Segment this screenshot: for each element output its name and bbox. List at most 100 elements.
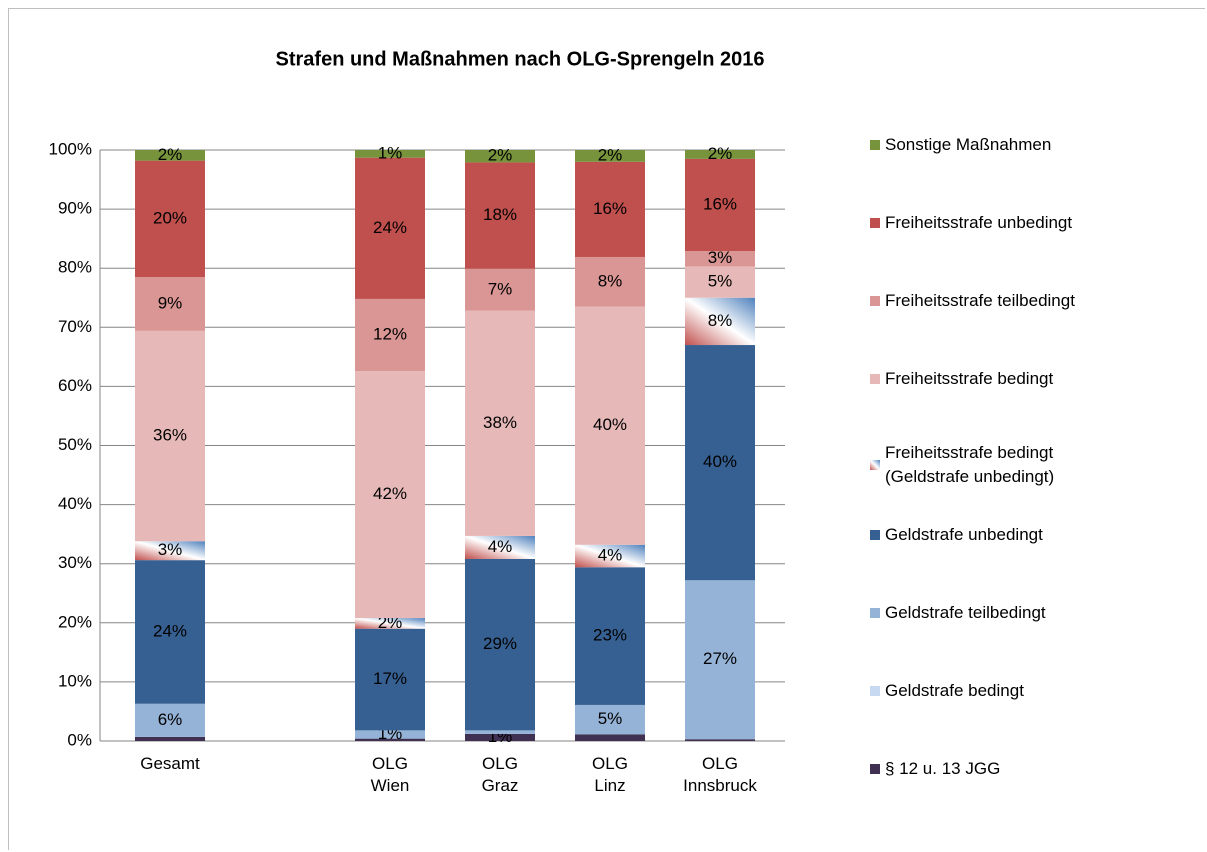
- legend-item: Freiheitsstrafe unbedingt: [870, 211, 1072, 235]
- chart-title: Strafen und Maßnahmen nach OLG-Sprengeln…: [276, 48, 765, 70]
- legend-marker: [870, 218, 880, 228]
- data-label: 4%: [598, 546, 623, 565]
- data-label: 5%: [598, 709, 623, 728]
- bar-segment: [135, 541, 205, 561]
- bar-segment: [355, 730, 425, 739]
- data-label: 40%: [703, 452, 737, 471]
- data-label: 18%: [483, 205, 517, 224]
- bar-segment: [465, 268, 535, 311]
- legend-label: Freiheitsstrafe unbedingt: [885, 213, 1073, 232]
- bar-segment: [135, 277, 205, 331]
- bar-segment: [355, 371, 425, 619]
- data-label: 9%: [158, 293, 183, 312]
- legend-marker: [870, 530, 880, 540]
- bar-segment: [135, 703, 205, 737]
- data-label: 4%: [488, 537, 513, 556]
- data-label: 12%: [373, 324, 407, 343]
- legend-item: § 12 u. 13 JGG: [870, 757, 1000, 781]
- data-label: 3%: [708, 248, 733, 267]
- data-label: 29%: [483, 634, 517, 653]
- legend-item: Sonstige Maßnahmen: [870, 133, 1051, 157]
- data-label: 42%: [373, 484, 407, 503]
- data-label: 36%: [153, 426, 187, 445]
- data-label: 24%: [373, 218, 407, 237]
- y-tick-label: 70%: [58, 317, 92, 336]
- legend-marker: [870, 140, 880, 150]
- data-label: 8%: [708, 311, 733, 330]
- legend-item: Freiheitsstrafe bedingt: [870, 367, 1053, 391]
- bar-segment: [465, 733, 535, 741]
- legend-item: Geldstrafe teilbedingt: [870, 601, 1046, 625]
- bar-segment: [575, 256, 645, 307]
- bar-segment: [135, 330, 205, 542]
- chart-frame: [8, 8, 1205, 850]
- data-label: 5%: [708, 272, 733, 291]
- data-label: 20%: [153, 208, 187, 227]
- bar-segment: [685, 150, 755, 159]
- bar-segment: [465, 162, 535, 269]
- legend-label: Sonstige Maßnahmen: [885, 135, 1052, 154]
- data-label: 2%: [598, 145, 623, 164]
- data-label: 1%: [378, 143, 403, 162]
- x-tick-label: Gesamt: [140, 754, 200, 773]
- bar-segment: [685, 345, 755, 581]
- bar-segment: [465, 558, 535, 731]
- x-tick-label: OLG Wien: [370, 754, 410, 795]
- data-label: 27%: [703, 649, 737, 668]
- bar-segment: [465, 150, 535, 163]
- y-tick-label: 0%: [67, 730, 92, 749]
- bar-segment: [135, 160, 205, 278]
- bar-segment: [135, 736, 205, 741]
- legend-marker: [870, 686, 880, 696]
- y-tick-label: 30%: [58, 553, 92, 572]
- legend-label: Freiheitsstrafe bedingt: [885, 369, 1054, 388]
- y-tick-label: 20%: [58, 612, 92, 631]
- bar-segment: [575, 704, 645, 735]
- bar-segment: [465, 730, 535, 734]
- bar-segment: [355, 150, 425, 158]
- legend-marker: [870, 608, 880, 618]
- bar-segment: [575, 161, 645, 257]
- legend-marker: [870, 296, 880, 306]
- bar-segment: [575, 567, 645, 705]
- y-tick-label: 40%: [58, 494, 92, 513]
- legend-item: Freiheitsstrafe teilbedingt: [870, 289, 1075, 313]
- legend-marker: [870, 460, 880, 470]
- y-tick-label: 90%: [58, 199, 92, 218]
- legend-label: Geldstrafe unbedingt: [885, 525, 1043, 544]
- data-label: 23%: [593, 626, 627, 645]
- y-tick-label: 60%: [58, 376, 92, 395]
- bar-segment: [575, 150, 645, 162]
- y-tick-label: 100%: [49, 139, 92, 158]
- data-label: 6%: [158, 710, 183, 729]
- y-tick-label: 50%: [58, 435, 92, 454]
- bar-segment: [685, 266, 755, 298]
- data-label: 8%: [598, 271, 623, 290]
- legend-label: Geldstrafe teilbedingt: [885, 603, 1046, 622]
- bar-segment: [685, 251, 755, 267]
- legend-label: Freiheitsstrafe bedingt (Geldstrafe unbe…: [885, 443, 1055, 486]
- legend-marker: [870, 764, 880, 774]
- bar-segment: [685, 580, 755, 740]
- data-label: 17%: [373, 669, 407, 688]
- bar-segment: [135, 560, 205, 704]
- legend-label: Geldstrafe bedingt: [885, 681, 1024, 700]
- legend-label: Freiheitsstrafe teilbedingt: [885, 291, 1075, 310]
- bar-segment: [355, 298, 425, 372]
- bar-segment: [355, 738, 425, 741]
- legend-marker: [870, 374, 880, 384]
- legend-label: § 12 u. 13 JGG: [885, 759, 1001, 778]
- legend-item: Geldstrafe bedingt: [870, 679, 1024, 703]
- bar-segment: [355, 618, 425, 629]
- x-tick-label: OLG Innsbruck: [683, 754, 757, 795]
- data-label: 16%: [703, 194, 737, 213]
- bar-segment: [685, 297, 755, 346]
- data-label: 2%: [708, 144, 733, 163]
- data-label: 2%: [158, 145, 183, 164]
- bar-segment: [355, 628, 425, 731]
- bar-segment: [465, 310, 535, 536]
- data-label: 3%: [158, 540, 183, 559]
- bar-segment: [575, 306, 645, 545]
